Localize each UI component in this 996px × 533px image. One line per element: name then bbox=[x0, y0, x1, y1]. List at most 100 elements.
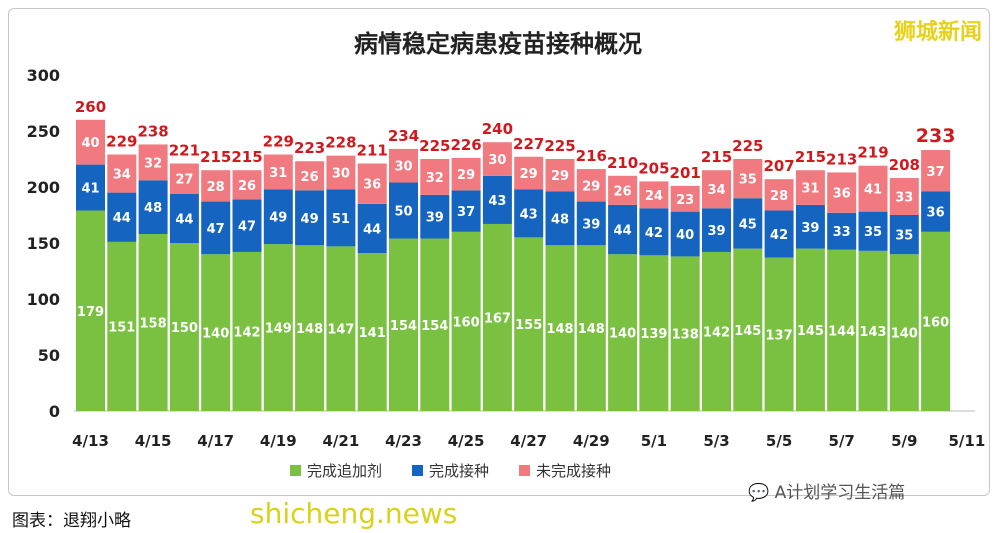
bar-segment bbox=[201, 201, 231, 255]
bar-segment bbox=[263, 154, 293, 190]
legend: 完成追加剂 完成接种 未完成接种 bbox=[290, 460, 611, 481]
total-label: 225 bbox=[419, 137, 450, 155]
legend-swatch bbox=[412, 465, 424, 476]
total-label: 211 bbox=[357, 141, 388, 159]
bar-segment bbox=[482, 223, 512, 411]
bar-segment bbox=[670, 256, 700, 411]
caption: 图表：退翔小略 bbox=[12, 511, 131, 531]
data-label: 28 bbox=[207, 180, 225, 195]
legend-item: 完成接种 bbox=[412, 460, 489, 481]
legend-item: 未完成接种 bbox=[519, 460, 611, 481]
bar-segment bbox=[545, 191, 575, 246]
bar-segment bbox=[76, 164, 105, 211]
bar-segment bbox=[357, 163, 387, 204]
wechat-label: A计划学习生活篇 bbox=[774, 483, 906, 503]
bar-segment bbox=[326, 155, 356, 190]
data-label: 51 bbox=[332, 212, 350, 227]
total-label: 219 bbox=[857, 144, 888, 162]
data-label: 44 bbox=[363, 222, 381, 237]
bar-segment bbox=[295, 245, 325, 411]
data-label: 29 bbox=[457, 168, 475, 183]
total-label: 229 bbox=[106, 133, 137, 151]
data-label: 148 bbox=[578, 322, 605, 337]
data-label: 42 bbox=[645, 226, 663, 241]
data-label: 145 bbox=[797, 324, 824, 339]
data-label: 147 bbox=[327, 323, 354, 338]
data-label: 40 bbox=[81, 136, 99, 151]
data-label: 43 bbox=[488, 194, 506, 209]
data-label: 39 bbox=[582, 217, 600, 232]
total-label: 210 bbox=[607, 154, 638, 172]
bar-segment bbox=[169, 193, 199, 243]
x-tick-label: 4/27 bbox=[510, 432, 547, 450]
x-tick-label: 4/17 bbox=[197, 432, 234, 450]
total-label: 238 bbox=[137, 122, 168, 140]
data-label: 140 bbox=[891, 327, 918, 342]
data-label: 148 bbox=[296, 322, 323, 337]
bar-segment bbox=[576, 169, 606, 202]
x-tick-label: 5/11 bbox=[949, 432, 986, 450]
bar-segment bbox=[420, 238, 450, 411]
data-label: 27 bbox=[175, 173, 193, 188]
bar-segment bbox=[107, 192, 137, 242]
bar-segment bbox=[263, 189, 293, 245]
data-label: 141 bbox=[359, 326, 386, 341]
data-label: 145 bbox=[734, 324, 761, 339]
data-label: 30 bbox=[488, 153, 506, 168]
bar-segment bbox=[357, 203, 387, 254]
total-label: 215 bbox=[231, 148, 262, 166]
x-tick-label: 5/3 bbox=[703, 432, 729, 450]
data-label: 39 bbox=[707, 224, 725, 239]
legend-label: 未完成接种 bbox=[536, 462, 612, 480]
data-label: 48 bbox=[144, 201, 162, 216]
chart-frame bbox=[8, 8, 990, 496]
bar-segment bbox=[545, 159, 575, 192]
data-label: 154 bbox=[421, 319, 448, 334]
data-label: 137 bbox=[766, 328, 793, 343]
y-tick-label: 250 bbox=[27, 122, 60, 141]
bar-segment bbox=[827, 212, 857, 250]
data-label: 35 bbox=[895, 229, 913, 244]
total-label: 207 bbox=[763, 157, 794, 175]
total-label: 205 bbox=[638, 159, 669, 177]
bar-segment bbox=[326, 246, 356, 411]
total-label: 240 bbox=[482, 120, 513, 138]
bar-segment bbox=[232, 199, 262, 252]
data-label: 43 bbox=[520, 207, 538, 222]
bar-segment bbox=[889, 254, 919, 411]
data-label: 39 bbox=[426, 211, 444, 226]
data-label: 26 bbox=[301, 170, 319, 185]
legend-item: 完成追加剂 bbox=[290, 460, 382, 481]
x-tick-label: 5/5 bbox=[766, 432, 792, 450]
y-tick-label: 300 bbox=[27, 66, 60, 85]
data-label: 143 bbox=[859, 325, 886, 340]
bar-segment bbox=[169, 163, 199, 194]
bar-segment bbox=[889, 178, 919, 215]
data-label: 29 bbox=[551, 169, 569, 184]
data-label: 32 bbox=[144, 156, 162, 171]
bar-segment bbox=[795, 170, 825, 205]
data-label: 37 bbox=[927, 165, 945, 180]
total-label: 226 bbox=[450, 136, 481, 154]
bar-segment bbox=[576, 245, 606, 411]
bar-segment bbox=[295, 190, 325, 246]
bar-segment bbox=[107, 154, 137, 193]
data-label: 29 bbox=[520, 167, 538, 182]
data-label: 45 bbox=[739, 217, 757, 232]
data-label: 30 bbox=[332, 166, 350, 181]
bar-segment bbox=[764, 210, 794, 258]
data-label: 41 bbox=[864, 183, 882, 198]
bar-segment bbox=[76, 210, 105, 411]
bar-segment bbox=[733, 248, 763, 411]
bar-segment bbox=[451, 190, 481, 232]
data-label: 138 bbox=[672, 328, 699, 343]
bar-segment bbox=[295, 161, 325, 191]
bar-segment bbox=[420, 159, 450, 195]
bar-segment bbox=[76, 119, 105, 165]
y-tick-label: 200 bbox=[27, 178, 60, 197]
bar-segment bbox=[263, 244, 293, 411]
data-label: 32 bbox=[426, 171, 444, 186]
y-tick-label: 100 bbox=[27, 290, 60, 309]
data-label: 44 bbox=[175, 212, 193, 227]
